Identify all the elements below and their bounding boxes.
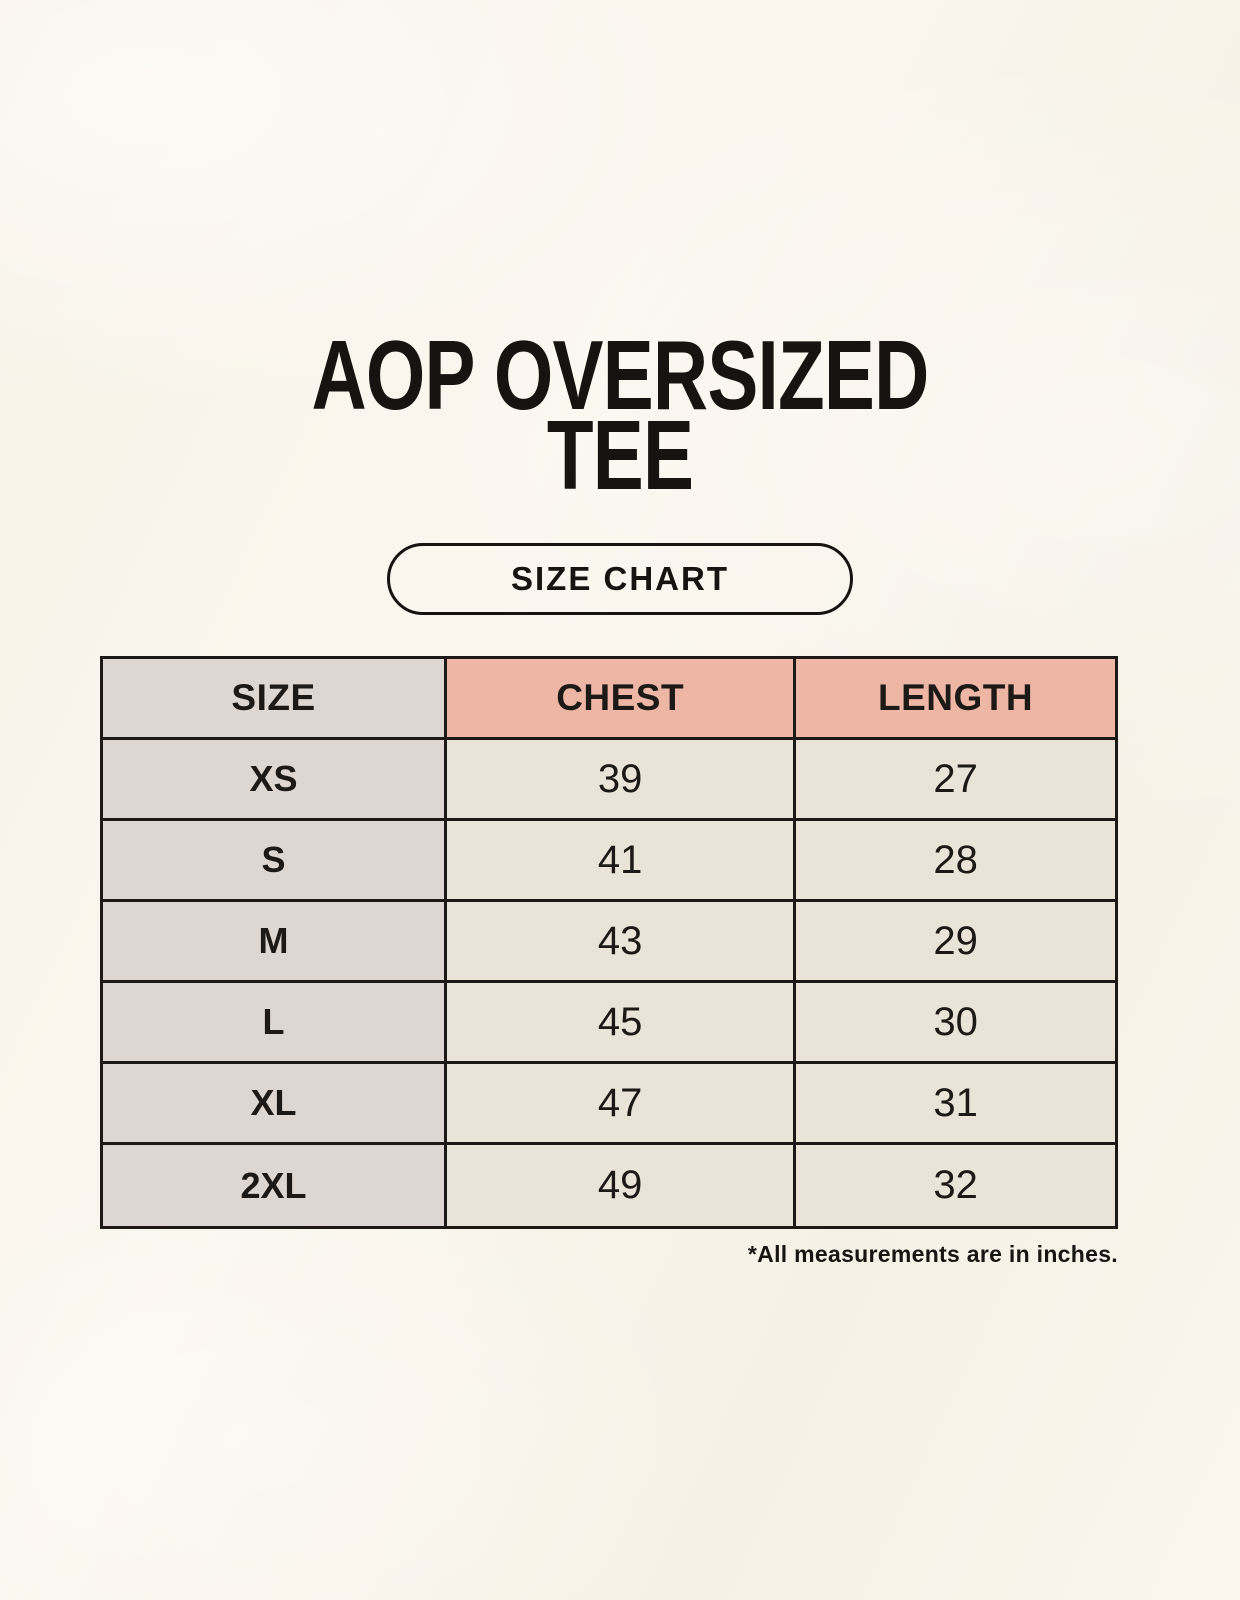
cell-size: M [103, 902, 448, 980]
column-header-length-label: LENGTH [878, 677, 1034, 718]
size-chart-badge: SIZE CHART [387, 543, 853, 615]
cell-chest: 45 [447, 983, 797, 1061]
cell-length: 31 [796, 1064, 1115, 1142]
table-header-row: SIZE CHEST LENGTH [103, 659, 1115, 740]
cell-chest: 47 [447, 1064, 797, 1142]
cell-size: 2XL [103, 1145, 448, 1226]
size-chart-badge-label: SIZE CHART [511, 560, 729, 597]
table-row-xl: XL 47 31 [103, 1064, 1115, 1145]
column-header-size-label: SIZE [231, 677, 316, 718]
cell-chest: 41 [447, 821, 797, 899]
cell-size: S [103, 821, 448, 899]
column-header-chest: CHEST [447, 659, 797, 737]
cell-size: XS [103, 740, 448, 818]
table-row-m: M 43 29 [103, 902, 1115, 983]
cell-chest: 39 [447, 740, 797, 818]
cell-length: 30 [796, 983, 1115, 1061]
cell-length: 29 [796, 902, 1115, 980]
cell-chest: 49 [447, 1145, 797, 1226]
column-header-size: SIZE [103, 659, 448, 737]
cell-length: 32 [796, 1145, 1115, 1226]
table-row-2xl: 2XL 49 32 [103, 1145, 1115, 1226]
cell-length: 28 [796, 821, 1115, 899]
column-header-chest-label: CHEST [556, 677, 685, 718]
page-title-line2: TEE [546, 400, 694, 510]
page-title-line1: AOP OVERSIZED [311, 320, 929, 430]
column-header-length: LENGTH [796, 659, 1115, 737]
cell-length: 27 [796, 740, 1115, 818]
cell-chest: 43 [447, 902, 797, 980]
size-chart-table: SIZE CHEST LENGTH XS 39 27 S 41 28 M 43 … [100, 656, 1118, 1229]
cell-size: L [103, 983, 448, 1061]
table-row-s: S 41 28 [103, 821, 1115, 902]
measurements-footnote: *All measurements are in inches. [747, 1241, 1118, 1267]
cell-size: XL [103, 1064, 448, 1142]
table-row-xs: XS 39 27 [103, 740, 1115, 821]
page-title: AOP OVERSIZED TEE [136, 320, 1103, 510]
table-row-l: L 45 30 [103, 983, 1115, 1064]
